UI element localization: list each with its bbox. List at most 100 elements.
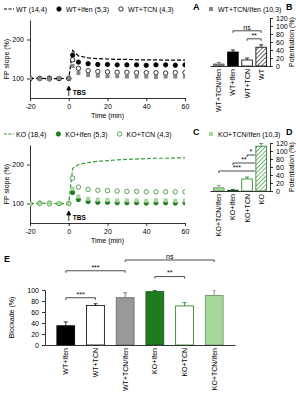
y-tick-mark <box>27 79 30 80</box>
series-line <box>30 158 185 204</box>
y-tick: 120 <box>270 140 288 147</box>
legend-item: WT+TCN/Ifen (10,3) <box>209 6 281 14</box>
legend-label: KO+TCN (4,3) <box>127 131 172 139</box>
data-point <box>183 63 185 67</box>
legend-item: KO+Ifen (5,3) <box>56 131 107 139</box>
y-tick: 80 <box>270 156 284 163</box>
y-tick-label: 20 <box>276 180 284 187</box>
data-point <box>71 187 75 191</box>
data-point <box>70 53 74 57</box>
data-point <box>57 201 61 205</box>
data-point <box>67 201 71 205</box>
legend-item: KO (18,4) <box>4 131 46 139</box>
y-tick-mark <box>270 167 273 168</box>
data-point <box>38 202 42 206</box>
data-point <box>96 62 100 66</box>
x-tick-label: KO+TCN <box>244 194 251 223</box>
data-point <box>163 63 167 67</box>
y-tick-mark <box>42 301 45 302</box>
x-tick: KO+TCN <box>181 348 188 377</box>
data-point <box>106 198 110 202</box>
y-axis-title: Potentiation (%) <box>288 17 296 67</box>
y-tick: 120 <box>270 15 288 22</box>
y-tick-mark <box>42 334 45 335</box>
y-tick: 0 <box>270 63 280 70</box>
y-tick-label: 100 <box>12 200 24 207</box>
stimulus-label: TBS <box>73 89 87 96</box>
legend-marker <box>209 7 213 11</box>
x-tick-mark <box>185 223 186 226</box>
y-tick-mark <box>42 345 45 346</box>
legend-line <box>4 133 14 134</box>
data-point <box>30 77 32 81</box>
data-point <box>47 202 51 206</box>
y-tick: 100 <box>12 75 30 82</box>
x-tick: 0 <box>67 223 71 235</box>
data-point <box>30 201 32 205</box>
data-point <box>57 76 61 80</box>
data-point <box>76 185 80 189</box>
bar <box>116 298 134 345</box>
data-point <box>154 190 158 194</box>
significance-label: *** <box>91 264 99 271</box>
data-point <box>76 60 80 64</box>
error-bar <box>259 143 263 146</box>
significance-bracket <box>233 31 261 33</box>
significance-label: ** <box>251 32 257 39</box>
data-point <box>144 75 148 79</box>
error-bar <box>183 303 187 306</box>
x-tick-label: 60 <box>182 228 190 235</box>
data-point <box>47 201 51 205</box>
data-point <box>173 75 177 79</box>
error-bar <box>64 322 68 326</box>
plot-area <box>57 290 223 345</box>
y-tick: 20 <box>270 180 284 187</box>
panel-label: E <box>4 254 10 264</box>
data-point <box>57 201 61 205</box>
x-tick-label: WT <box>258 68 265 80</box>
data-point <box>154 198 158 202</box>
legend-item: KO+TCN/Ifen (10,3) <box>209 131 280 139</box>
x-axis: -200204060 <box>25 98 189 110</box>
data-point <box>30 202 32 206</box>
x-tick-label: WT+Ifen <box>62 348 69 375</box>
data-point <box>144 63 148 67</box>
data-point <box>70 58 74 62</box>
y-tick-label: 100 <box>276 148 288 155</box>
y-tick-mark <box>42 312 45 313</box>
x-tick: WT+Ifen <box>229 69 236 96</box>
y-tick: 40 <box>270 47 284 54</box>
legend-marker <box>56 132 60 136</box>
data-point <box>47 77 51 81</box>
y-tick-label: 40 <box>276 47 284 54</box>
bar <box>256 47 267 66</box>
legend-marker <box>209 132 213 136</box>
error-bar <box>212 290 216 296</box>
y-tick-mark <box>270 151 273 152</box>
legend-line <box>4 8 14 9</box>
bar <box>242 179 253 191</box>
x-tick-label: 40 <box>143 103 151 110</box>
legend-label: WT+Ifen (5,3) <box>66 6 109 14</box>
y-axis-title: Blockade (%) <box>8 297 16 339</box>
x-tick: KO+TCN/Ifen <box>215 194 222 236</box>
data-point <box>115 189 119 193</box>
y-tick-label: 0 <box>276 188 280 195</box>
y-tick: 60 <box>270 39 284 46</box>
legend-label: WT+TCN/Ifen (10,3) <box>218 6 281 14</box>
error-bar <box>245 58 249 60</box>
data-point <box>125 189 129 193</box>
stimulus-label: TBS <box>73 214 87 221</box>
x-tick: WT+TCN <box>244 69 251 98</box>
bar <box>57 326 75 345</box>
x-tick: WT <box>258 68 265 80</box>
y-tick-mark <box>27 40 30 41</box>
y-tick: 60 <box>270 164 284 171</box>
y-tick-label: 100 <box>12 75 24 82</box>
significance-bracket <box>233 163 255 165</box>
y-axis: 020406080100 <box>27 287 45 349</box>
data-point <box>105 70 109 74</box>
x-tick-label: 20 <box>104 103 112 110</box>
significance-bracket <box>247 155 255 157</box>
y-tick-mark <box>270 183 273 184</box>
